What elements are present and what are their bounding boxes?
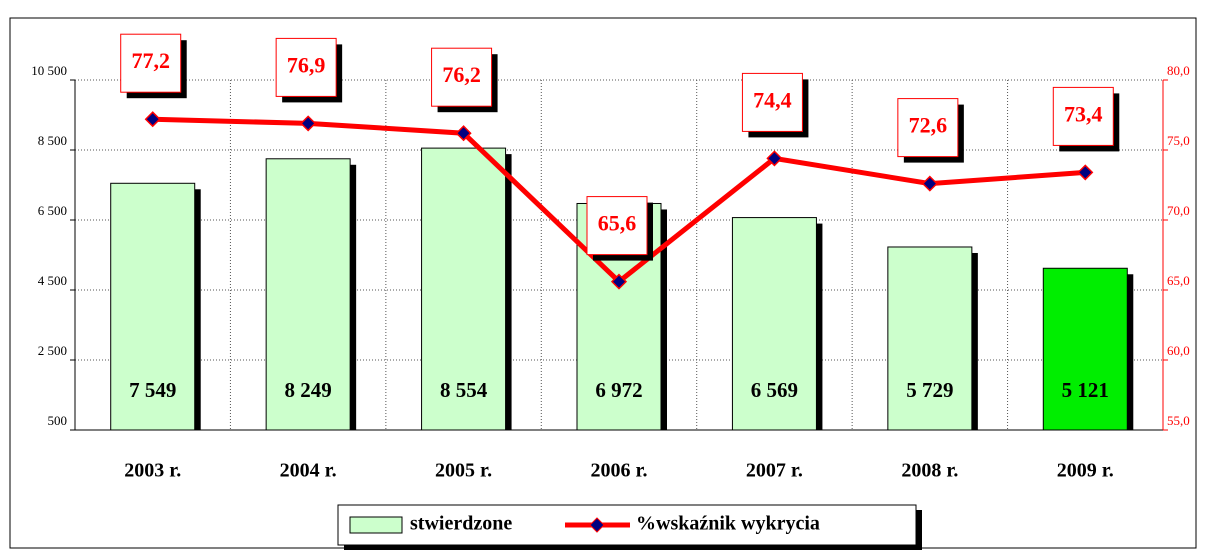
y2-tick-label: 55,0 <box>1167 413 1190 428</box>
x-tick-label: 2007 r. <box>746 460 803 482</box>
bar-value-label: 5 729 <box>906 378 953 402</box>
bar <box>731 217 817 431</box>
y2-tick-label: 70,0 <box>1167 203 1190 218</box>
x-tick-label: 2006 r. <box>590 460 647 482</box>
data-label-box <box>275 37 337 97</box>
y-tick-label: 4 500 <box>38 273 67 288</box>
bar-value-label: 5 121 <box>1062 378 1109 402</box>
line-marker <box>144 111 161 128</box>
bar <box>1042 267 1128 431</box>
x-tick-label: 2005 r. <box>435 460 492 482</box>
y-tick-label: 10 500 <box>31 63 67 78</box>
line-value-label: 74,4 <box>753 87 792 112</box>
y-tick-label: 2 500 <box>38 343 67 358</box>
x-tick-label: 2009 r. <box>1057 460 1114 482</box>
bar-value-label: 8 249 <box>285 378 332 402</box>
legend-label: %wskaźnik wykrycia <box>636 513 820 535</box>
bar <box>265 158 351 431</box>
legend-swatch-bar <box>349 516 403 534</box>
line-marker <box>766 150 783 167</box>
data-label-box <box>741 72 803 132</box>
legend-swatch-marker <box>589 517 605 533</box>
bar-value-label: 8 554 <box>440 378 488 402</box>
line-marker <box>921 175 938 192</box>
y2-tick-label: 65,0 <box>1167 273 1190 288</box>
bar <box>110 182 196 431</box>
x-tick-label: 2004 r. <box>280 460 337 482</box>
data-label-box <box>120 33 182 93</box>
bar-value-label: 6 569 <box>751 378 798 402</box>
y-tick-label: 500 <box>48 413 68 428</box>
line-marker <box>610 273 628 290</box>
y-tick-label: 6 500 <box>38 203 67 218</box>
line-value-label: 76,2 <box>442 62 481 87</box>
line-marker <box>300 115 317 132</box>
x-tick-label: 2008 r. <box>901 460 958 482</box>
bar <box>887 246 973 431</box>
line-value-label: 73,4 <box>1064 101 1103 126</box>
data-label-box <box>586 196 648 256</box>
bar <box>421 147 507 431</box>
legend-label: stwierdzone <box>410 513 512 535</box>
data-label-box <box>897 98 959 158</box>
line-marker <box>455 125 472 142</box>
y-tick-label: 8 500 <box>38 133 67 148</box>
line-marker <box>1077 164 1094 181</box>
bar-value-label: 7 549 <box>129 378 176 402</box>
data-label-box <box>1052 86 1114 146</box>
y2-tick-label: 75,0 <box>1167 133 1190 148</box>
line-value-label: 77,2 <box>131 48 170 73</box>
line-value-label: 72,6 <box>909 113 948 138</box>
y2-tick-label: 60,0 <box>1167 343 1190 358</box>
x-tick-label: 2003 r. <box>124 460 181 482</box>
bar-value-label: 6 972 <box>595 378 642 402</box>
y2-tick-label: 80,0 <box>1167 63 1190 78</box>
data-label-box <box>431 47 493 107</box>
line-value-label: 65,6 <box>598 211 637 236</box>
line-value-label: 76,9 <box>287 52 326 77</box>
